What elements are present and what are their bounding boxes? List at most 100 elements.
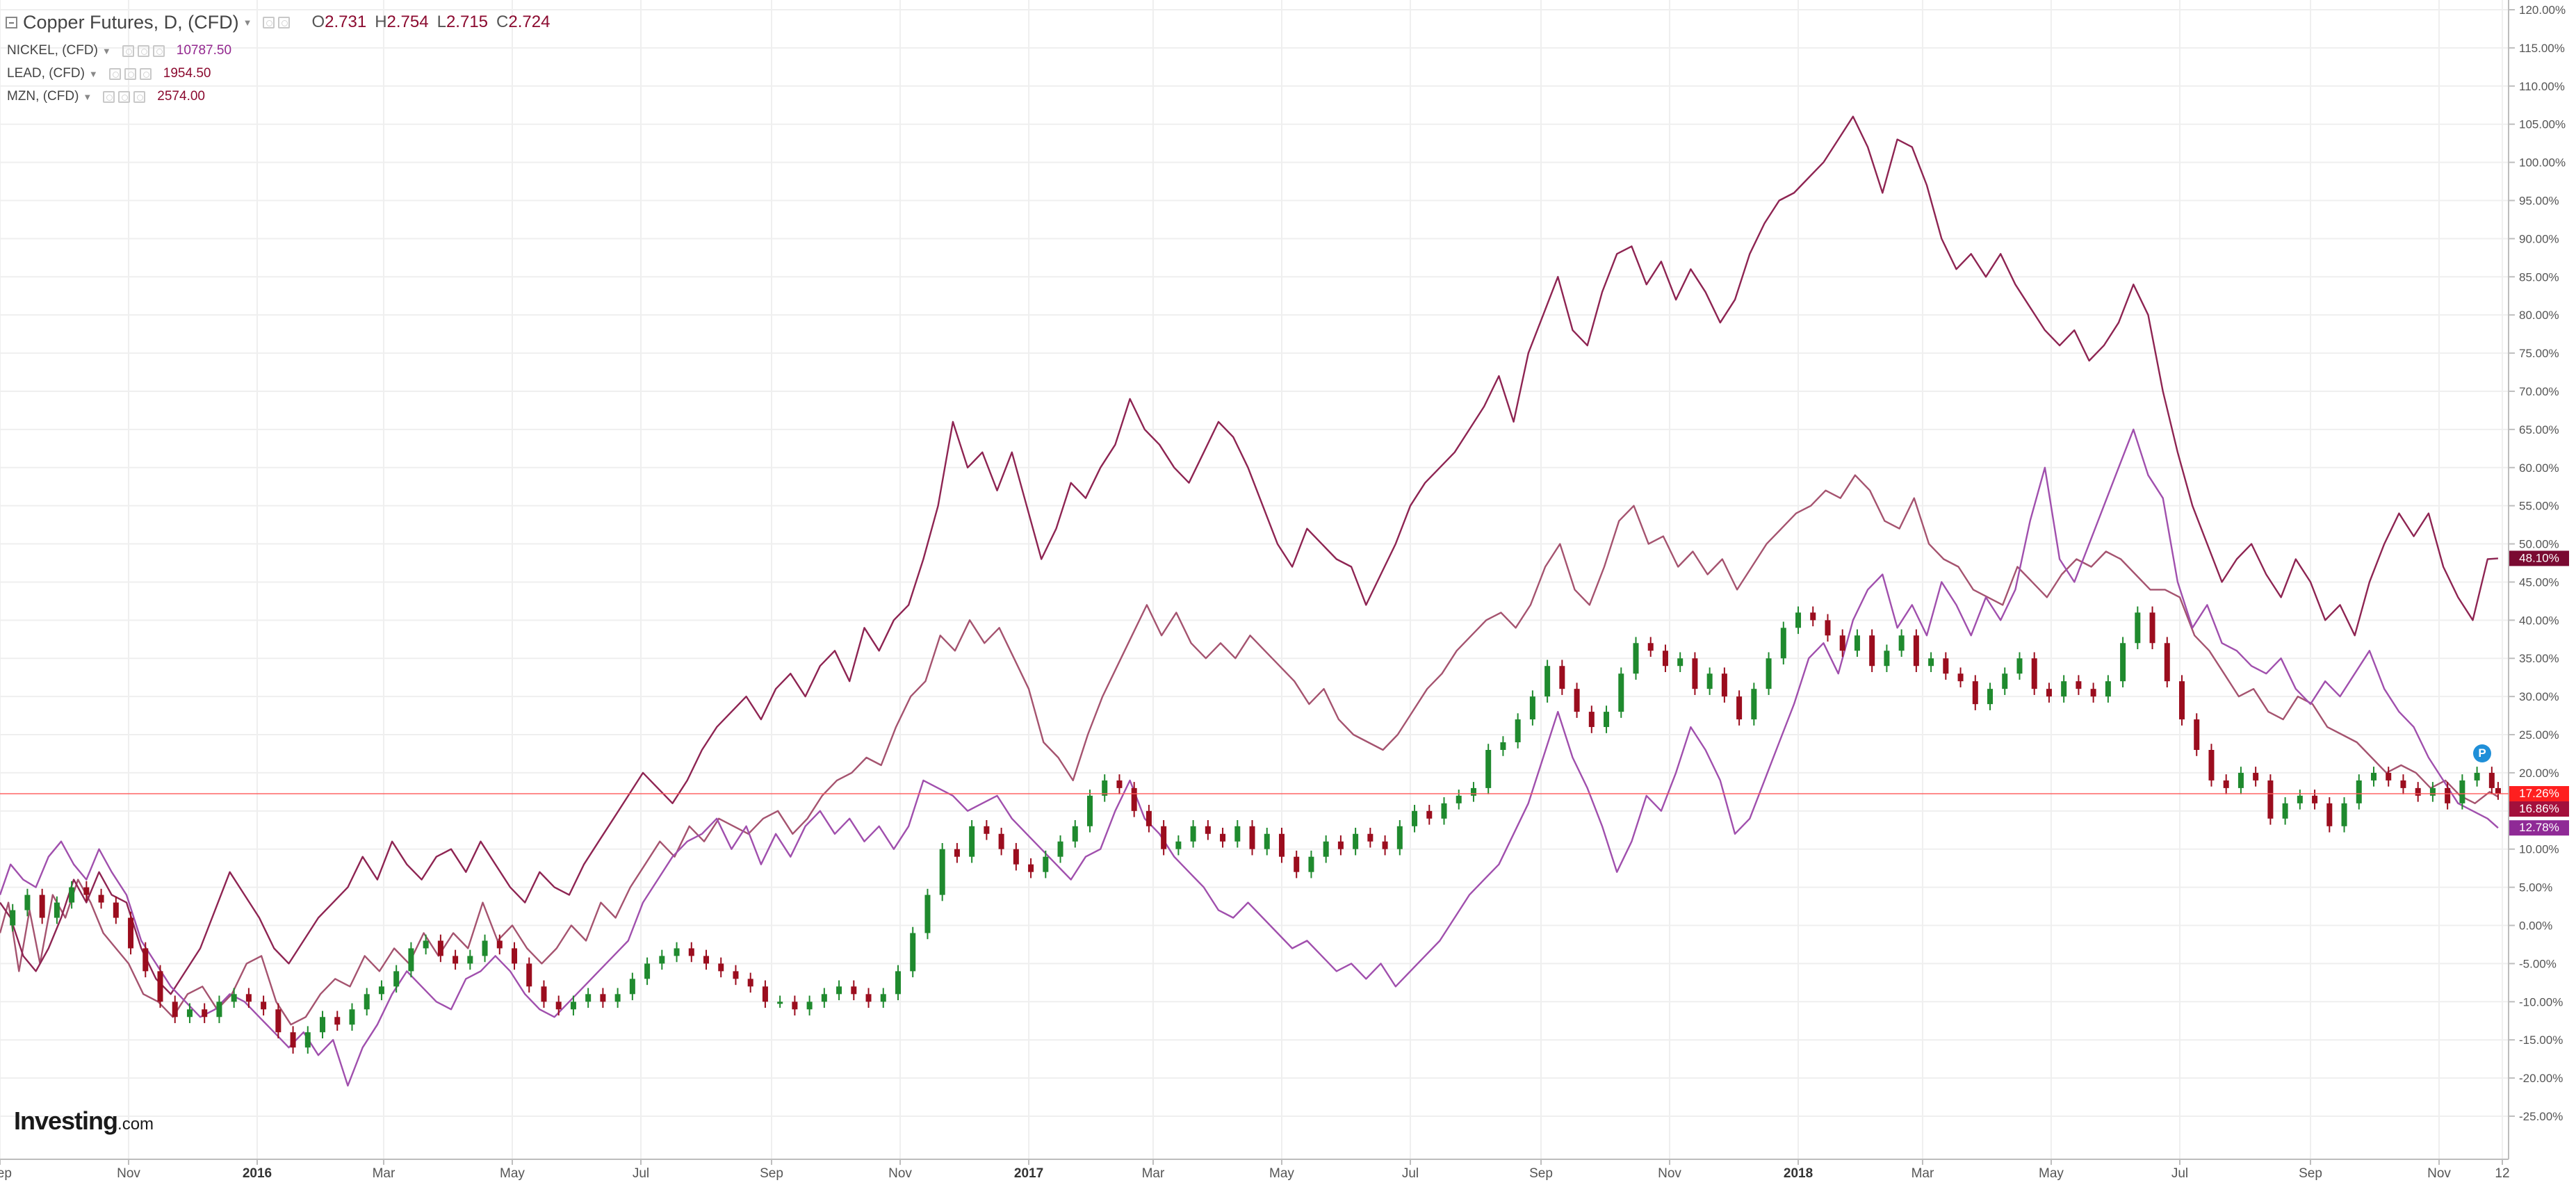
investing-logo[interactable]: Investing.com: [14, 1106, 154, 1136]
candle-body: [792, 1002, 798, 1010]
close-icon[interactable]: [152, 44, 165, 57]
candle-body: [1795, 612, 1802, 628]
candle-body: [2488, 772, 2495, 788]
candle-body: [674, 948, 680, 956]
candle-body: [1839, 635, 1845, 651]
chevron-down-icon[interactable]: ▼: [243, 17, 252, 28]
candle-body: [1470, 787, 1476, 796]
mzn-series-title[interactable]: MZN, (CFD): [7, 89, 79, 104]
candle-body: [733, 971, 739, 979]
collapse-legend-icon[interactable]: [6, 16, 17, 28]
candle-body: [1633, 643, 1639, 674]
candle-body: [1264, 833, 1270, 849]
candle-body: [1294, 856, 1300, 872]
candle-body: [275, 1009, 282, 1033]
candle-body: [2002, 673, 2008, 689]
x-tick-label: Nov: [2427, 1166, 2451, 1181]
main-series-buttons: [263, 16, 293, 28]
candle-body: [408, 948, 414, 972]
candle-body: [1057, 841, 1063, 857]
x-tick-label: 12: [2495, 1166, 2509, 1181]
candle-body: [629, 979, 635, 995]
candle-body: [777, 1002, 783, 1004]
candle-body: [969, 826, 975, 857]
gridlines: [0, 0, 2509, 1159]
candle-body: [2223, 780, 2229, 788]
y-tick-label: 35.00%: [2519, 652, 2559, 665]
candle-body: [1412, 810, 1418, 826]
candle-body: [895, 971, 901, 995]
visibility-icon[interactable]: [263, 16, 275, 28]
settings-icon[interactable]: [118, 90, 131, 103]
candle-body: [2135, 612, 2141, 644]
high-value: 2.754: [386, 13, 429, 31]
settings-icon[interactable]: [137, 44, 149, 57]
visibility-icon[interactable]: [122, 44, 134, 57]
candle-body: [1957, 673, 1964, 682]
logo-text: Investing: [14, 1106, 118, 1135]
candle-body: [2370, 772, 2377, 781]
candle-body: [2429, 787, 2436, 796]
candle-body: [1869, 635, 1875, 667]
candle-body: [1574, 689, 1580, 712]
candle-body: [570, 1002, 576, 1010]
candle-body: [1825, 620, 1831, 636]
x-tick-label: Sep: [1529, 1166, 1553, 1181]
x-tick-label: Sep: [760, 1166, 783, 1181]
chevron-down-icon[interactable]: ▼: [88, 68, 98, 79]
main-series-title[interactable]: Copper Futures, D, (CFD): [23, 11, 239, 33]
candle-body: [1604, 712, 1610, 728]
high-label: H: [375, 13, 387, 31]
x-tick-label: Jul: [633, 1166, 649, 1181]
series-lines: [0, 115, 2499, 1087]
candle-body: [2105, 681, 2111, 697]
y-tick-label: 0.00%: [2519, 920, 2552, 933]
candle-body: [1721, 673, 1727, 697]
close-icon[interactable]: [139, 67, 152, 80]
x-tick-label: Mar: [1142, 1166, 1165, 1181]
candle-body: [1943, 658, 1949, 674]
close-label: C: [496, 13, 509, 31]
candle-body: [334, 1017, 341, 1025]
candle-body: [1913, 635, 1919, 667]
candle-body: [910, 933, 916, 972]
chevron-down-icon[interactable]: ▼: [101, 45, 111, 56]
candle-body: [304, 1032, 311, 1048]
candle-body: [172, 1002, 178, 1018]
candle-body: [2031, 658, 2037, 689]
candle-body: [939, 849, 945, 895]
plot-background: [0, 0, 2502, 1159]
legend-lead-row: LEAD, (CFD) ▼ 1954.50: [0, 62, 211, 85]
candle-body: [1234, 826, 1241, 842]
candle-body: [231, 994, 237, 1002]
candle-body: [2312, 795, 2318, 803]
price-label-box: [2509, 820, 2569, 836]
chevron-down-icon[interactable]: ▼: [83, 91, 92, 102]
x-tick-label: Nov: [117, 1166, 140, 1181]
candle-body: [39, 894, 45, 918]
legend-nickel-row: NICKEL, (CFD) ▼ 10787.50: [0, 39, 231, 63]
candle-body: [142, 948, 149, 972]
nickel-series-title[interactable]: NICKEL, (CFD): [7, 43, 98, 58]
candle-body: [349, 1009, 355, 1025]
close-icon[interactable]: [133, 90, 146, 103]
candle-body: [202, 1009, 208, 1018]
x-tick-label: Nov: [1658, 1166, 1681, 1181]
lead-series-title[interactable]: LEAD, (CFD): [7, 66, 85, 81]
y-tick-label: 110.00%: [2519, 80, 2565, 93]
visibility-icon[interactable]: [108, 67, 121, 80]
event-marker-icon[interactable]: P: [2473, 744, 2491, 762]
open-value: 2.731: [325, 13, 367, 31]
candle-body: [2046, 689, 2052, 697]
candle-body: [2356, 780, 2362, 803]
price-label-text: 16.86%: [2519, 802, 2559, 815]
y-tick-label: 30.00%: [2519, 690, 2559, 703]
settings-icon[interactable]: [124, 67, 136, 80]
candle-body: [1337, 841, 1344, 849]
x-tick-label: May: [500, 1166, 525, 1181]
candle-body: [186, 1009, 193, 1018]
candle-body: [10, 910, 16, 926]
settings-icon[interactable]: [278, 16, 291, 28]
visibility-icon[interactable]: [103, 90, 115, 103]
